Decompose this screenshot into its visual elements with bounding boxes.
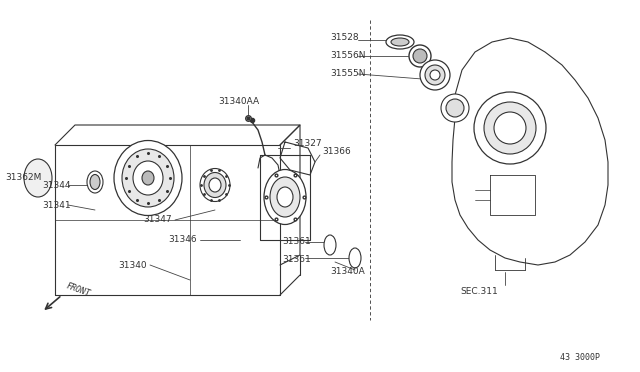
Ellipse shape xyxy=(122,149,174,207)
Ellipse shape xyxy=(204,173,226,198)
Ellipse shape xyxy=(446,99,464,117)
Ellipse shape xyxy=(277,187,293,207)
Ellipse shape xyxy=(474,92,546,164)
Text: 31366: 31366 xyxy=(322,148,351,157)
Ellipse shape xyxy=(413,49,427,63)
Ellipse shape xyxy=(484,102,536,154)
Ellipse shape xyxy=(420,60,450,90)
Text: 31346: 31346 xyxy=(168,235,196,244)
Text: 31340A: 31340A xyxy=(330,267,365,276)
Text: 31361: 31361 xyxy=(282,237,311,247)
Text: 31344: 31344 xyxy=(42,180,70,189)
Ellipse shape xyxy=(87,171,103,193)
Text: 43 3000P: 43 3000P xyxy=(560,353,600,362)
Text: SEC.311: SEC.311 xyxy=(460,288,498,296)
Ellipse shape xyxy=(200,169,230,202)
Text: 31347: 31347 xyxy=(143,215,172,224)
Ellipse shape xyxy=(324,235,336,255)
Text: 31556N: 31556N xyxy=(330,51,365,60)
Text: 31528: 31528 xyxy=(330,33,358,42)
Text: 31362M: 31362M xyxy=(5,173,42,183)
Ellipse shape xyxy=(209,178,221,192)
Ellipse shape xyxy=(494,112,526,144)
Ellipse shape xyxy=(441,94,469,122)
Text: 31340AA: 31340AA xyxy=(218,97,259,106)
Ellipse shape xyxy=(24,159,52,197)
Text: FRONT: FRONT xyxy=(65,282,92,298)
Ellipse shape xyxy=(114,141,182,215)
Ellipse shape xyxy=(430,70,440,80)
Text: 31555N: 31555N xyxy=(330,68,365,77)
Ellipse shape xyxy=(425,65,445,85)
Text: 31341: 31341 xyxy=(42,201,70,209)
Ellipse shape xyxy=(90,174,100,189)
Ellipse shape xyxy=(264,170,306,224)
Ellipse shape xyxy=(133,161,163,195)
Text: 31340: 31340 xyxy=(118,260,147,269)
Ellipse shape xyxy=(386,35,414,49)
Ellipse shape xyxy=(409,45,431,67)
Text: 31361: 31361 xyxy=(282,256,311,264)
Ellipse shape xyxy=(142,171,154,185)
Ellipse shape xyxy=(391,38,409,46)
Ellipse shape xyxy=(270,177,300,217)
Text: 31327: 31327 xyxy=(293,138,322,148)
Ellipse shape xyxy=(349,248,361,268)
